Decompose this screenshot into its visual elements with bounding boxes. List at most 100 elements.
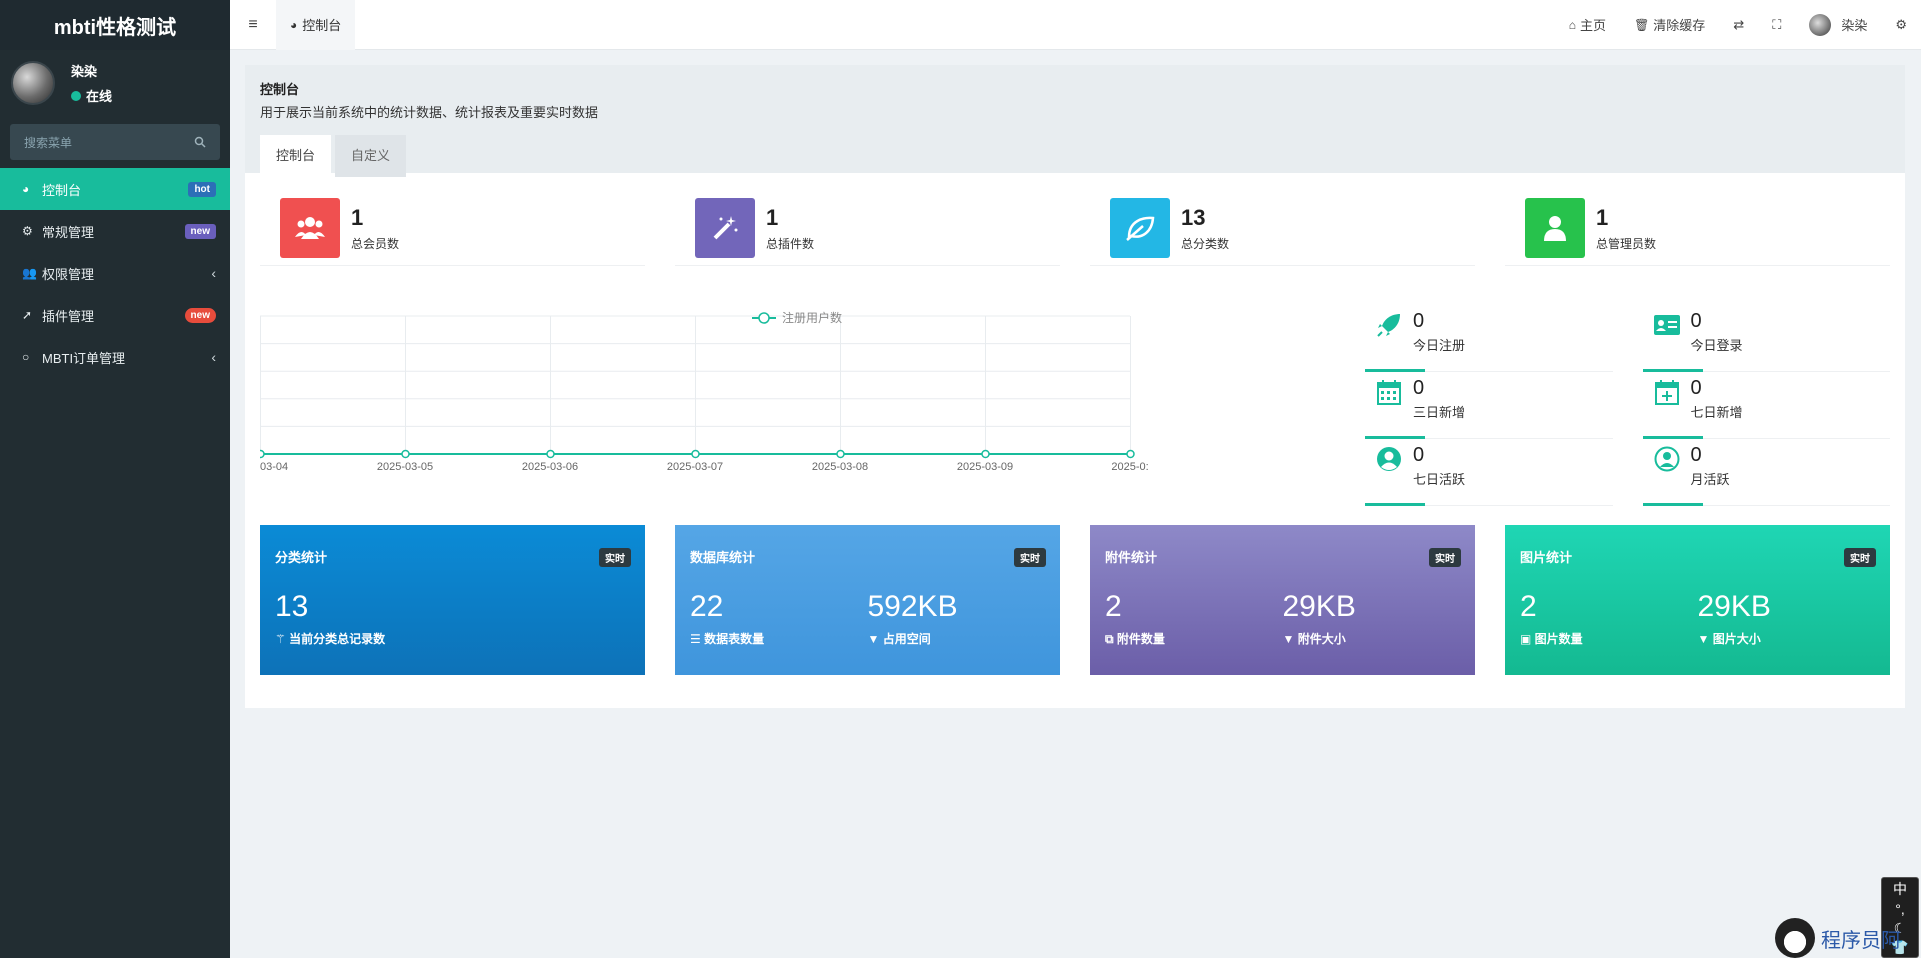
cogs-icon: ⚙ <box>22 224 33 238</box>
sidebar-item-auth[interactable]: 👥 权限管理 ‹ <box>0 252 230 294</box>
app-logo[interactable]: mbti性格测试 <box>0 0 230 50</box>
mini-stat-3day-new: 0 三日新增 <box>1365 372 1613 439</box>
menu-toggle-icon[interactable]: ≡ <box>248 15 258 33</box>
search-icon[interactable] <box>194 136 206 148</box>
realtime-badge: 实时 <box>1014 548 1046 567</box>
user-name: 染染 <box>71 64 98 79</box>
legend-label[interactable]: 注册用户数 <box>782 310 842 325</box>
fullscreen-icon: ⛶ <box>1772 16 1782 32</box>
user-status: 在线 <box>71 86 112 105</box>
settings-button[interactable]: ⚙ <box>1881 17 1921 33</box>
online-dot-icon <box>71 90 81 101</box>
card-label: ▼ 图片大小 <box>1698 630 1876 647</box>
user-avatar-small <box>1809 13 1832 36</box>
chevron-left-icon: ‹ <box>211 265 216 281</box>
rocket-icon: ➚ <box>22 308 33 322</box>
legend-marker[interactable] <box>758 312 770 324</box>
database-icon: ☰ <box>690 632 705 646</box>
home-link[interactable]: ⌂ 主页 <box>1555 15 1620 34</box>
user-menu-name: 染染 <box>1841 18 1868 33</box>
tab-custom[interactable]: 自定义 <box>335 135 407 177</box>
topbar: ≡ ◕ 控制台 ⌂ 主页 🗑 清除缓存 ⇄ ⛶ 染染 ⚙ <box>230 0 1921 50</box>
sidebar-item-label: 常规管理 <box>42 224 95 240</box>
fullscreen-button[interactable]: ⛶ <box>1758 17 1795 33</box>
sidebar-item-mbti-orders[interactable]: ○ MBTI订单管理 ‹ <box>0 336 230 378</box>
mini-stat-label: 今日登录 <box>1690 338 1743 353</box>
stat-categories: 13 总分类数 <box>1090 191 1475 266</box>
ime-mode-label[interactable]: 中 <box>1893 881 1907 898</box>
data-point[interactable] <box>256 449 265 459</box>
card-label-text: 占用空间 <box>882 632 931 646</box>
sidebar-item-label: 控制台 <box>42 182 82 198</box>
card-label-text: 数据表数量 <box>704 632 765 646</box>
user-status-label: 在线 <box>86 89 113 104</box>
card-category-stats: 分类统计 实时 13 ⚚ 当前分类总记录数 <box>260 525 645 675</box>
filter-icon: ▼ <box>1282 632 1298 646</box>
card-label: ⚚ 当前分类总记录数 <box>275 630 630 647</box>
mini-stat-label: 七日新增 <box>1690 405 1743 420</box>
x-tick-label: 2025-03-09 <box>957 461 1013 473</box>
data-point[interactable] <box>546 449 555 459</box>
dashboard-icon: ◕ <box>22 182 30 196</box>
translate-icon: ⇄ <box>1733 16 1745 32</box>
mini-stat-monthly-active: 0 月活跃 <box>1642 439 1890 506</box>
mini-stat-today-register: 0 今日注册 <box>1365 305 1613 372</box>
card-value: 29KB <box>1697 590 1771 623</box>
users-icon <box>280 198 340 258</box>
data-point[interactable] <box>1126 449 1135 459</box>
card-label: ⧉ 附件数量 <box>1105 630 1283 647</box>
mini-stat-value: 0 <box>1413 310 1425 332</box>
mini-stat-label: 三日新增 <box>1413 405 1466 420</box>
realtime-badge: 实时 <box>1429 548 1461 567</box>
card-value: 22 <box>690 590 724 623</box>
page-description: 用于展示当前系统中的统计数据、统计报表及重要实时数据 <box>260 105 599 120</box>
filter-icon: ▼ <box>1697 632 1713 646</box>
main-content: 控制台 用于展示当前系统中的统计数据、统计报表及重要实时数据 控制台 自定义 1… <box>245 65 1905 708</box>
mini-stats-grid: 0 今日注册 0 今日登录 0 三日新增 0 七日新增 0 七日活跃 <box>1365 305 1890 506</box>
cogs-icon: ⚙ <box>1895 16 1907 32</box>
stat-label: 总管理员数 <box>1596 236 1657 251</box>
moon-icon[interactable]: ☾ <box>1893 919 1907 936</box>
user-menu[interactable]: 染染 <box>1795 13 1881 36</box>
data-point[interactable] <box>836 449 845 459</box>
card-label-text: 附件大小 <box>1297 632 1346 646</box>
new-badge: new <box>184 307 216 323</box>
sidebar-item-addon[interactable]: ➚ 插件管理 new <box>0 294 230 336</box>
card-label-text: 图片大小 <box>1712 632 1761 646</box>
punctuation-icon[interactable]: °, <box>1895 901 1905 918</box>
calendar-icon <box>1365 377 1413 412</box>
shirt-icon[interactable]: 👕 <box>1891 938 1909 955</box>
x-tick-label: 2025-03-06 <box>522 461 578 473</box>
language-button[interactable]: ⇄ <box>1719 17 1758 33</box>
mini-stat-label: 七日活跃 <box>1413 472 1466 487</box>
data-point[interactable] <box>691 449 700 459</box>
watermark-text: 程序员阿 <box>1821 929 1901 952</box>
data-point[interactable] <box>401 449 410 459</box>
sidebar-item-general[interactable]: ⚙ 常规管理 new <box>0 210 230 252</box>
ime-toolbar[interactable]: 中 °, ☾ 👕 <box>1881 877 1919 958</box>
clear-cache-button[interactable]: 🗑 清除缓存 <box>1620 15 1719 34</box>
line-chart: 03-04 2025-03-05 2025-03-06 2025-03-07 2025-… <box>256 310 1149 473</box>
id-card-icon <box>1643 310 1691 343</box>
card-value: 2 <box>1520 590 1537 623</box>
trash-icon: 🗑 <box>1634 17 1650 32</box>
mini-stat-label: 今日注册 <box>1413 338 1466 353</box>
realtime-badge: 实时 <box>599 548 631 567</box>
dashboard-icon: ◕ <box>290 17 298 32</box>
stat-label: 总会员数 <box>351 236 400 251</box>
data-point[interactable] <box>981 449 990 459</box>
card-title: 数据库统计 <box>690 550 756 565</box>
sidebar-item-dashboard[interactable]: ◕ 控制台 hot <box>0 168 230 210</box>
user-avatar <box>11 61 55 105</box>
menu-search-input[interactable]: 搜索菜单 <box>10 124 220 160</box>
tab-console[interactable]: 控制台 <box>260 135 332 177</box>
sidebar-item-label: 权限管理 <box>42 266 95 282</box>
card-label-text: 附件数量 <box>1116 632 1165 646</box>
rocket-icon <box>1365 310 1413 345</box>
stat-members: 1 总会员数 <box>260 191 645 266</box>
card-title: 图片统计 <box>1520 550 1573 565</box>
watermark: 程序员阿 <box>1775 918 1901 958</box>
tab-dashboard[interactable]: ◕ 控制台 <box>276 0 356 50</box>
home-icon: ⌂ <box>1568 17 1577 32</box>
chevron-left-icon: ‹ <box>211 349 216 365</box>
